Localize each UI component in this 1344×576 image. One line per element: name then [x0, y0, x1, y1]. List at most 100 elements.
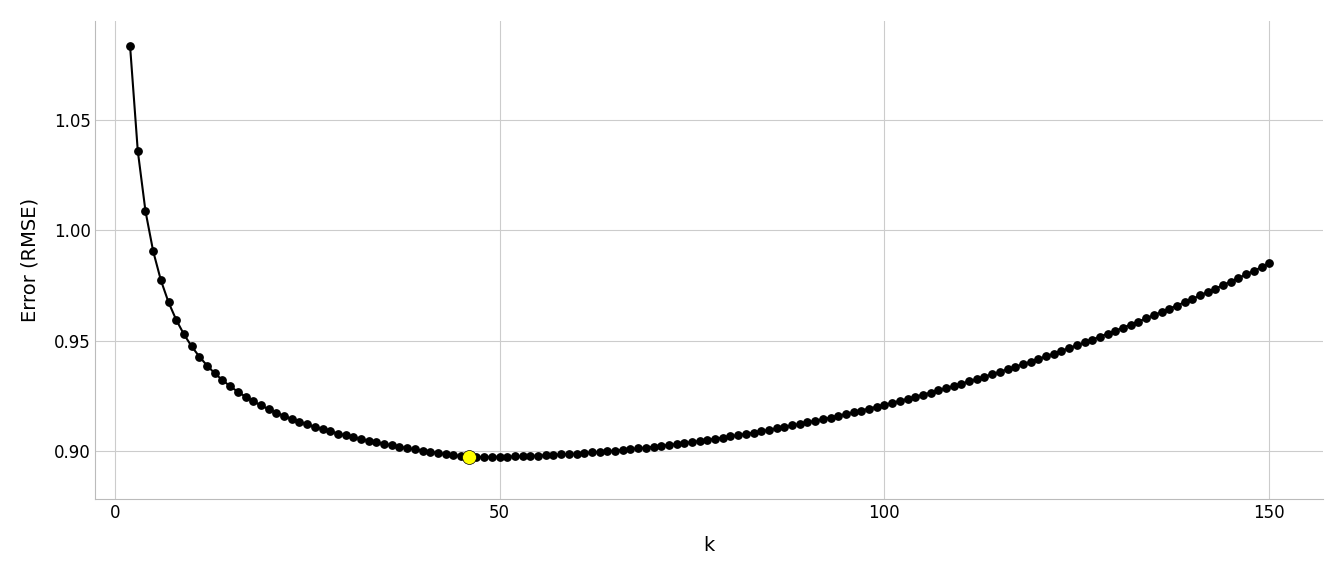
Point: [327, 429, 348, 438]
Point: [1043, 349, 1064, 358]
Point: [196, 361, 218, 370]
Point: [1113, 323, 1134, 332]
Point: [890, 396, 911, 406]
Point: [281, 414, 302, 423]
Point: [1150, 308, 1172, 317]
Point: [797, 418, 818, 427]
Point: [1020, 357, 1042, 366]
Point: [943, 381, 965, 391]
Point: [589, 448, 610, 457]
Point: [258, 404, 280, 414]
Point: [411, 446, 433, 455]
Point: [120, 42, 141, 51]
Point: [628, 444, 649, 453]
Point: [558, 449, 579, 458]
Point: [297, 420, 319, 429]
Point: [458, 453, 480, 462]
Point: [435, 449, 457, 458]
Point: [181, 342, 203, 351]
Point: [374, 439, 395, 449]
Point: [204, 369, 226, 378]
Point: [266, 408, 288, 418]
Point: [997, 365, 1019, 374]
Point: [1212, 281, 1234, 290]
Point: [1059, 343, 1081, 353]
Point: [981, 370, 1003, 379]
Point: [320, 427, 341, 436]
Y-axis label: Error (RMSE): Error (RMSE): [22, 198, 40, 322]
Point: [520, 452, 542, 461]
Point: [851, 406, 872, 415]
Point: [382, 441, 403, 450]
Point: [919, 388, 941, 397]
Point: [820, 413, 841, 422]
Point: [1066, 341, 1087, 350]
Point: [235, 392, 257, 401]
Point: [1144, 310, 1165, 320]
Point: [227, 387, 249, 396]
Point: [543, 450, 564, 460]
Point: [574, 449, 595, 458]
Point: [989, 367, 1011, 377]
Point: [636, 443, 657, 452]
Point: [727, 430, 749, 439]
Point: [219, 382, 241, 391]
Point: [473, 452, 495, 461]
Point: [805, 416, 827, 426]
Point: [173, 330, 195, 339]
Point: [950, 379, 972, 388]
Point: [442, 450, 464, 460]
Point: [1181, 294, 1203, 304]
Point: [1074, 338, 1095, 347]
Point: [250, 401, 271, 410]
Point: [242, 397, 263, 406]
Point: [212, 376, 234, 385]
Point: [597, 446, 618, 456]
Point: [612, 445, 633, 454]
Point: [273, 411, 294, 420]
Point: [735, 429, 757, 438]
Point: [1097, 329, 1118, 338]
Point: [566, 449, 587, 458]
Point: [450, 452, 472, 461]
Point: [466, 452, 488, 461]
Point: [1004, 362, 1025, 372]
Point: [828, 411, 849, 420]
Point: [712, 433, 734, 442]
Point: [527, 451, 548, 460]
Point: [958, 377, 980, 386]
Point: [781, 421, 802, 430]
Point: [1082, 335, 1103, 344]
Point: [974, 372, 996, 381]
Point: [1167, 301, 1188, 310]
Point: [165, 316, 187, 325]
Point: [366, 438, 387, 447]
Point: [1198, 287, 1219, 297]
Point: [605, 446, 626, 455]
Point: [620, 445, 641, 454]
Point: [289, 417, 310, 426]
Point: [188, 352, 210, 361]
Point: [458, 453, 480, 462]
Point: [681, 437, 703, 446]
Point: [1173, 298, 1195, 307]
Point: [1159, 304, 1180, 313]
Point: [689, 437, 711, 446]
Point: [535, 450, 556, 460]
Point: [304, 422, 325, 431]
X-axis label: k: k: [704, 536, 715, 555]
Point: [1051, 346, 1073, 355]
Point: [966, 374, 988, 384]
Point: [896, 395, 918, 404]
Point: [419, 447, 441, 456]
Point: [927, 386, 949, 395]
Point: [774, 422, 796, 431]
Point: [1089, 332, 1110, 342]
Point: [134, 207, 156, 216]
Point: [874, 400, 895, 410]
Point: [704, 434, 726, 444]
Point: [935, 384, 957, 393]
Point: [128, 146, 149, 156]
Point: [789, 419, 810, 429]
Point: [1204, 284, 1226, 293]
